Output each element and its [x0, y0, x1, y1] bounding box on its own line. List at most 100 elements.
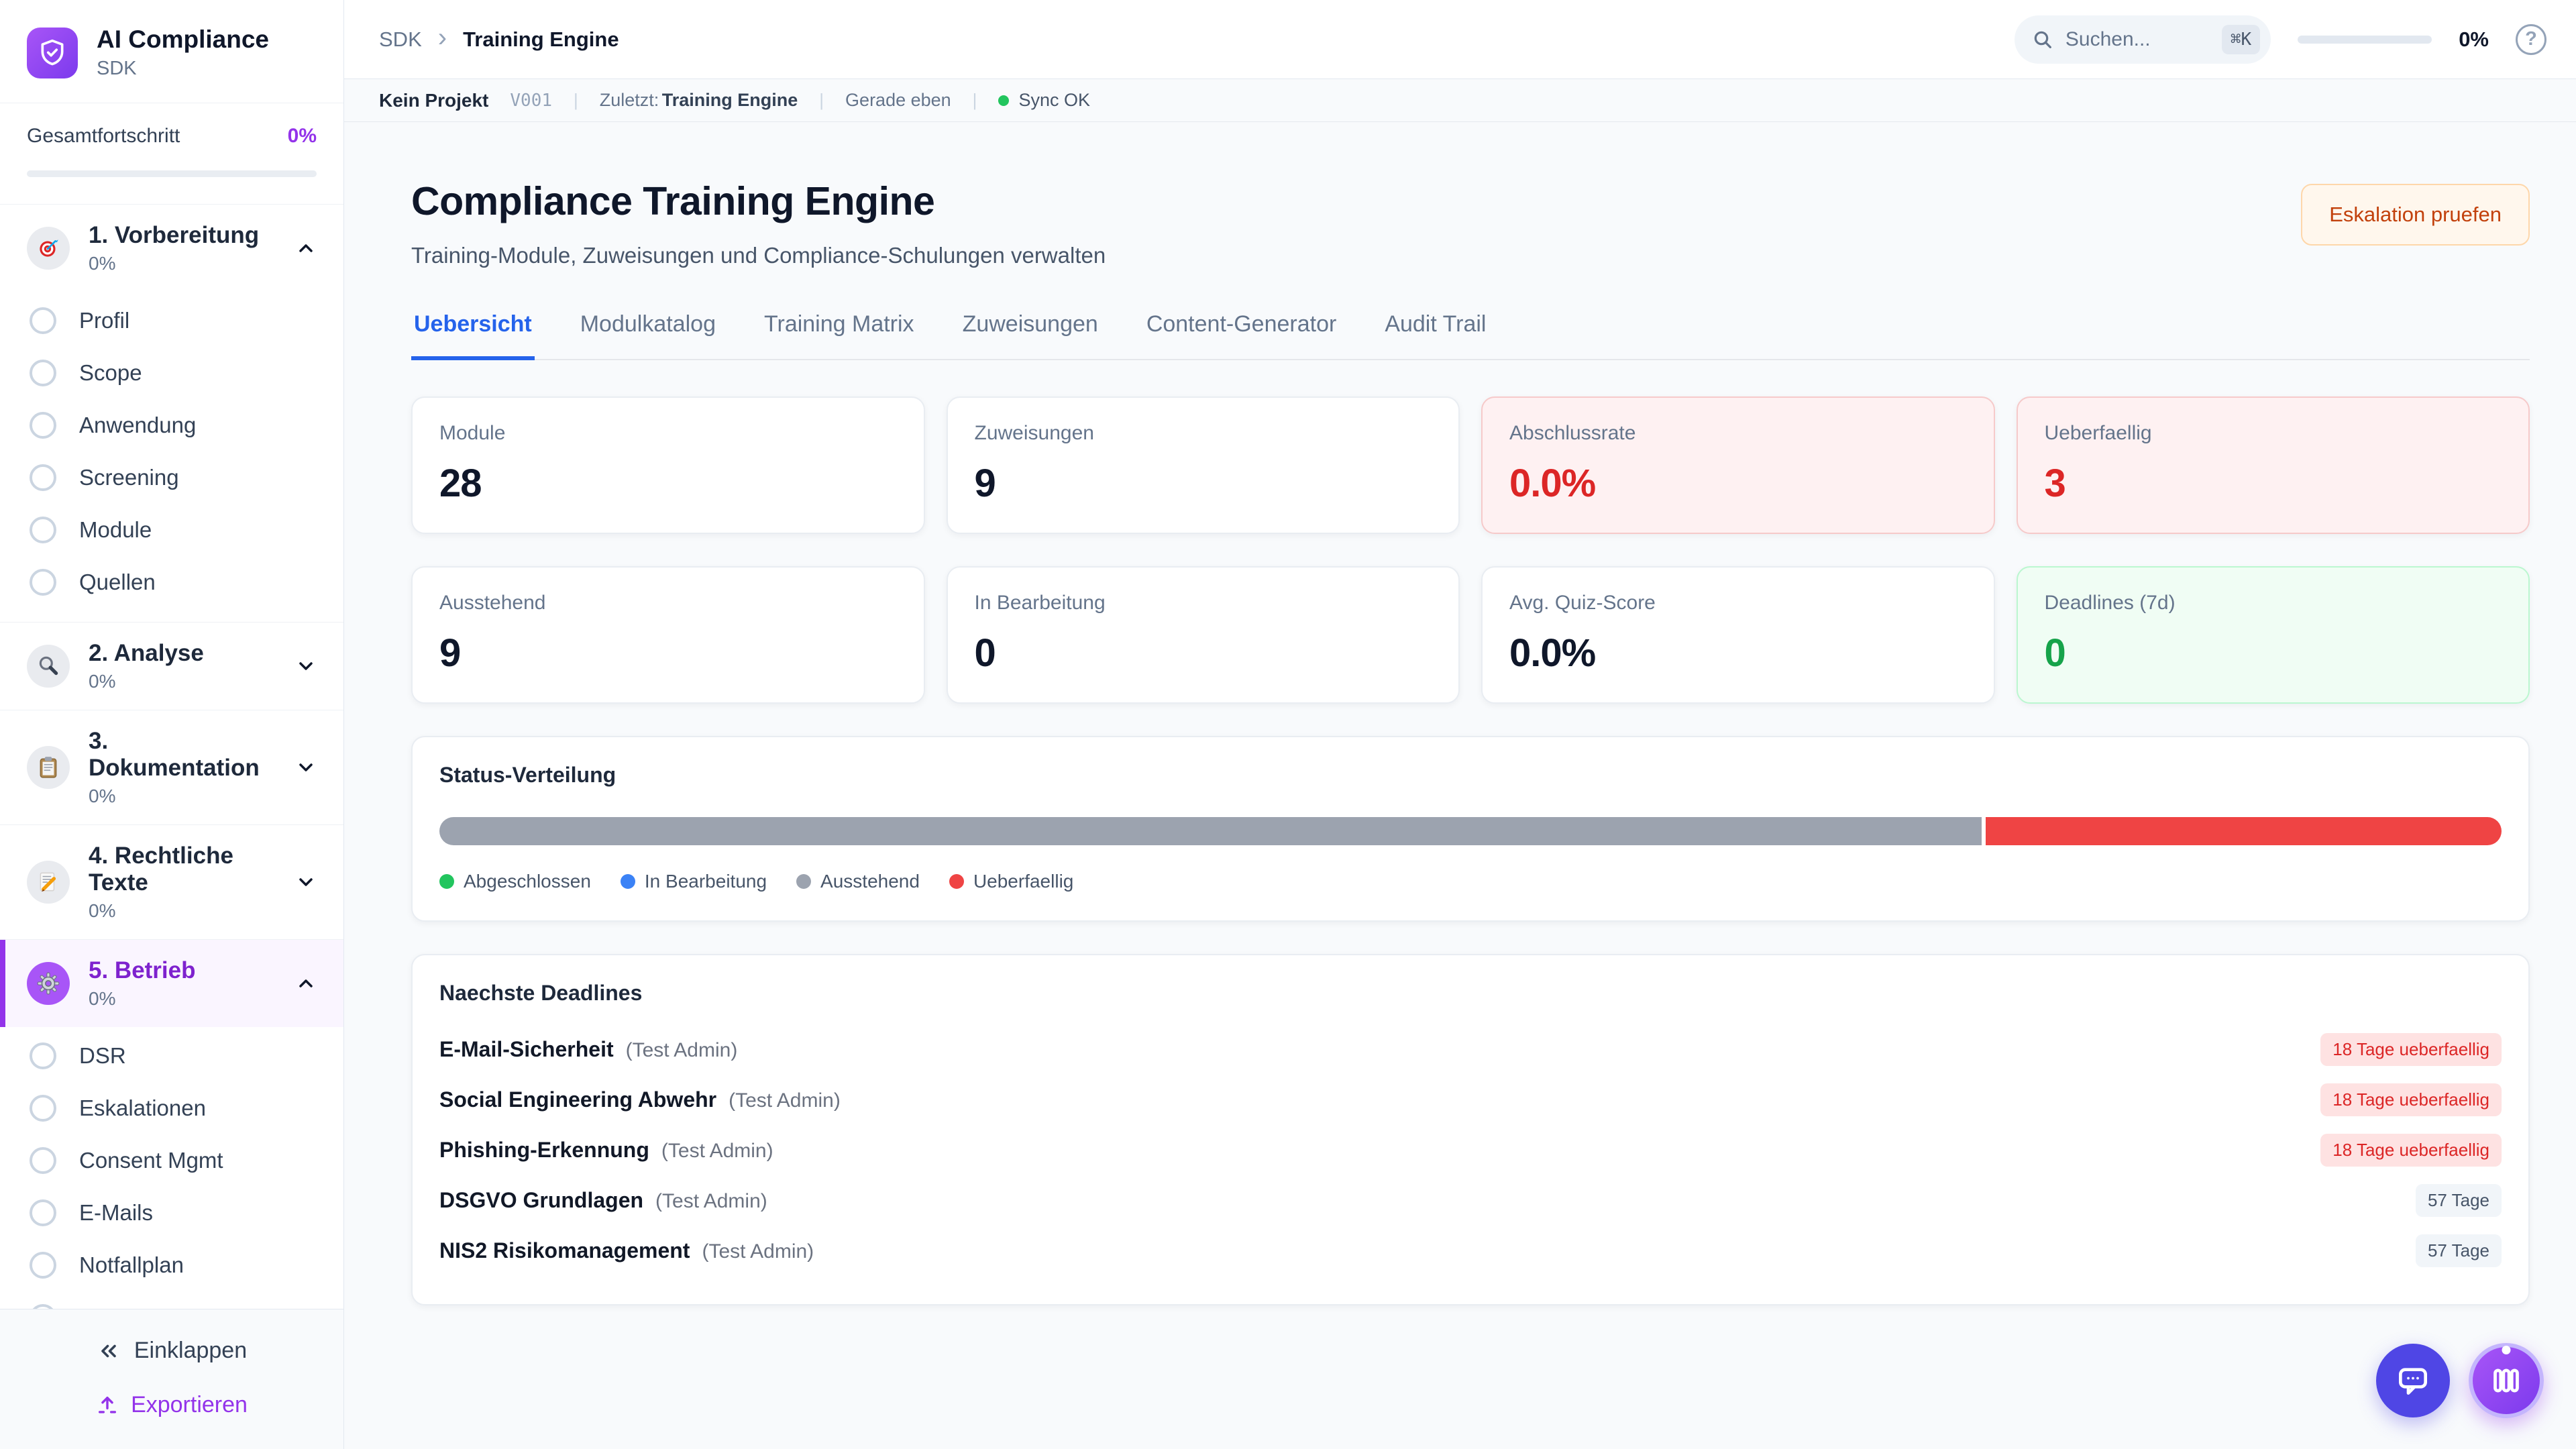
sidebar-item-notfallplan[interactable]: Notfallplan: [0, 1239, 343, 1291]
app-name: AI Compliance: [97, 25, 269, 53]
legend-item-ausstehend: Ausstehend: [796, 871, 920, 892]
last-module: Zuletzt: Training Engine: [599, 90, 798, 110]
section-percent: 0%: [89, 671, 116, 692]
status-circle-icon: [30, 1147, 56, 1174]
overdue-badge: 18 Tage ueberfaellig: [2320, 1083, 2502, 1116]
sidebar-section-rechtliche-texte[interactable]: 4. Rechtliche Texte 0%: [0, 825, 343, 939]
status-circle-icon: [30, 1304, 56, 1309]
section-label: 4. Rechtliche Texte: [89, 843, 233, 896]
section-percent: 0%: [89, 253, 116, 274]
deadline-row: Phishing-Erkennung (Test Admin) 18 Tage …: [439, 1125, 2502, 1175]
section-percent: 0%: [89, 900, 116, 921]
status-legend: Abgeschlossen In Bearbeitung Ausstehend …: [439, 871, 2502, 892]
chevron-down-icon: [295, 757, 317, 778]
collapse-sidebar-button[interactable]: Einklappen: [0, 1338, 343, 1364]
legend-item-in-bearbeitung: In Bearbeitung: [620, 871, 767, 892]
status-circle-icon: [30, 360, 56, 386]
page-content: Compliance Training Engine Training-Modu…: [344, 122, 2576, 1449]
main-area: SDK › Training Engine ⌘K 0% ? Kein Proje…: [344, 0, 2576, 1449]
sidebar-item-profil[interactable]: Profil: [0, 294, 343, 347]
header-progress-value: 0%: [2459, 27, 2489, 51]
section-percent: 0%: [89, 786, 116, 806]
panels-fab-button[interactable]: [2469, 1343, 2544, 1418]
stat-card-zuweisungen: Zuweisungen 9: [946, 396, 1460, 534]
sidebar-item-scope[interactable]: Scope: [0, 347, 343, 399]
stats-grid: Module 28 Zuweisungen 9 Abschlussrate 0.…: [411, 396, 2530, 704]
chevron-up-icon: [295, 237, 317, 259]
sidebar-section-vorbereitung[interactable]: 1. Vorbereitung 0%: [0, 205, 343, 292]
sidebar-item-incidents[interactable]: Incidents: [0, 1291, 343, 1309]
export-button[interactable]: Exportieren: [0, 1392, 343, 1418]
section-percent: 0%: [89, 988, 116, 1009]
tab-training-matrix[interactable]: Training Matrix: [763, 311, 914, 337]
tab-content-generator[interactable]: Content-Generator: [1146, 311, 1337, 337]
overall-progress: Gesamtfortschritt 0%: [0, 103, 343, 205]
check-escalation-button[interactable]: Eskalation pruefen: [2301, 184, 2530, 246]
status-circle-icon: [30, 1252, 56, 1279]
legend-item-abgeschlossen: Abgeschlossen: [439, 871, 591, 892]
due-badge: 57 Tage: [2415, 1184, 2502, 1217]
status-circle-icon: [30, 517, 56, 543]
tab-uebersicht[interactable]: Uebersicht: [411, 311, 535, 360]
nav-group-rechtliche-texte: 4. Rechtliche Texte 0%: [0, 824, 343, 939]
red-dot-icon: [949, 874, 964, 889]
sidebar-item-eskalationen[interactable]: Eskalationen: [0, 1082, 343, 1134]
overdue-badge: 18 Tage ueberfaellig: [2320, 1033, 2502, 1066]
nav-group-dokumentation: 3. Dokumentation 0%: [0, 710, 343, 824]
nav-group-analyse: 2. Analyse 0%: [0, 622, 343, 710]
search-box[interactable]: ⌘K: [2014, 15, 2271, 64]
status-circle-icon: [30, 1199, 56, 1226]
chat-fab-button[interactable]: [2376, 1344, 2450, 1417]
sidebar-nav: 1. Vorbereitung 0% Profil Scope: [0, 205, 343, 1309]
app-subtitle: SDK: [97, 58, 137, 79]
floating-buttons: [2376, 1343, 2544, 1418]
chat-bubble-icon: [2394, 1362, 2432, 1399]
due-badge: 57 Tage: [2415, 1234, 2502, 1267]
breadcrumb-root[interactable]: SDK: [379, 27, 422, 51]
breadcrumb-current: Training Engine: [463, 27, 619, 51]
topbar-right: ⌘K 0% ?: [2014, 15, 2546, 64]
green-dot-icon: [439, 874, 454, 889]
bar-segment-ueberfaellig: [1986, 817, 2502, 845]
status-bar: Kein Projekt V001 | Zuletzt: Training En…: [344, 79, 2576, 122]
tab-zuweisungen[interactable]: Zuweisungen: [962, 311, 1098, 337]
tab-modulkatalog[interactable]: Modulkatalog: [580, 311, 716, 337]
sidebar-item-anwendung[interactable]: Anwendung: [0, 399, 343, 451]
sidebar-section-analyse[interactable]: 2. Analyse 0%: [0, 623, 343, 710]
divider: |: [972, 90, 977, 110]
sidebar-item-consent-mgmt[interactable]: Consent Mgmt: [0, 1134, 343, 1187]
overall-progress-bar: [27, 170, 317, 177]
sidebar-section-betrieb[interactable]: 5. Betrieb 0%: [0, 940, 343, 1027]
shield-check-icon: [38, 38, 67, 68]
app-logo: [27, 27, 78, 78]
sidebar-item-screening[interactable]: Screening: [0, 451, 343, 504]
search-input[interactable]: [2065, 28, 2210, 51]
sidebar-item-emails[interactable]: E-Mails: [0, 1187, 343, 1239]
stat-card-ueberfaellig: Ueberfaellig 3: [2016, 396, 2530, 534]
sidebar-section-dokumentation[interactable]: 3. Dokumentation 0%: [0, 710, 343, 824]
app-title-block: AI Compliance SDK: [97, 25, 269, 80]
target-icon: [27, 227, 70, 270]
nav-group-vorbereitung: 1. Vorbereitung 0% Profil Scope: [0, 205, 343, 622]
keyboard-shortcut-badge: ⌘K: [2221, 24, 2261, 54]
search-icon: [2032, 29, 2053, 50]
clipboard-icon: [27, 746, 70, 789]
panel-title: Naechste Deadlines: [439, 981, 643, 1005]
nav-items-betrieb: DSR Eskalationen Consent Mgmt E-Mails No…: [0, 1027, 343, 1309]
page-header: Compliance Training Engine Training-Modu…: [411, 178, 2530, 268]
gray-dot-icon: [796, 874, 812, 889]
magnifier-icon: [27, 645, 70, 688]
sidebar-item-module[interactable]: Module: [0, 504, 343, 556]
chevron-up-icon: [295, 973, 317, 994]
tab-audit-trail[interactable]: Audit Trail: [1385, 311, 1487, 337]
sidebar-item-dsr[interactable]: DSR: [0, 1030, 343, 1082]
divider: |: [574, 90, 578, 110]
status-circle-icon: [30, 1095, 56, 1122]
deadline-row: NIS2 Risikomanagement (Test Admin) 57 Ta…: [439, 1226, 2502, 1276]
status-distribution-bar: [439, 817, 2502, 845]
sidebar-item-quellen[interactable]: Quellen: [0, 556, 343, 608]
next-deadlines-panel: Naechste Deadlines E-Mail-Sicherheit (Te…: [411, 954, 2530, 1305]
deadline-row: Social Engineering Abwehr (Test Admin) 1…: [439, 1075, 2502, 1125]
section-label: 3. Dokumentation: [89, 728, 260, 781]
help-icon[interactable]: ?: [2516, 23, 2546, 55]
